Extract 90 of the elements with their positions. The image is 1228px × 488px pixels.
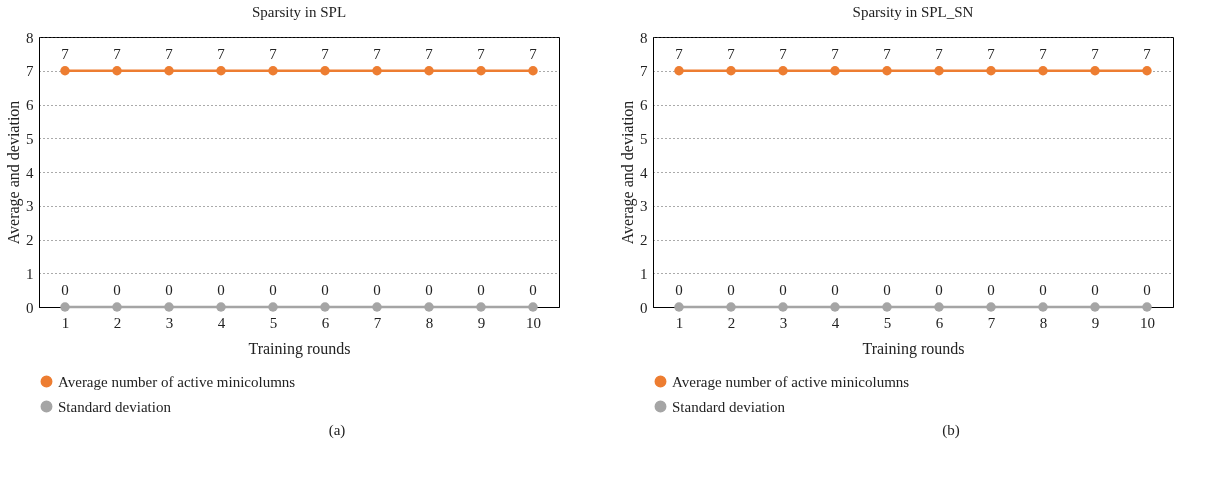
y-tick-label: 8	[640, 29, 648, 46]
text: (a)	[328, 422, 346, 439]
y-axis-title: Average and deviation	[5, 100, 23, 245]
data-label: 0	[935, 282, 943, 298]
data-label: 0	[779, 282, 787, 298]
data-label: 0	[373, 282, 381, 298]
x-tick-label: 3	[779, 314, 788, 331]
y-tick-label: 8	[26, 29, 34, 46]
y-tick-label: 0	[640, 299, 648, 316]
data-label: 7	[727, 45, 736, 62]
data-label: 0	[1091, 282, 1099, 298]
x-tick-label: 8	[425, 314, 434, 331]
x-tick-label: 4	[217, 314, 226, 331]
y-tick-label: 6	[26, 97, 34, 113]
data-label: 0	[831, 282, 839, 298]
data-label: 0	[269, 282, 277, 298]
x-tick-label: 5	[269, 314, 278, 331]
x-tick-label: 7	[987, 314, 996, 331]
data-label: 0	[61, 282, 69, 298]
x-tick-label: 6	[321, 314, 330, 331]
x-tick-label: 2	[727, 314, 736, 331]
data-label: 7	[1143, 45, 1152, 62]
y-tick-label: 4	[26, 164, 34, 181]
data-label: 0	[883, 282, 891, 298]
x-tick-label: 5	[883, 314, 892, 331]
legend-label: Standard deviation	[672, 398, 786, 415]
x-axis-title: Training rounds	[248, 339, 351, 358]
data-label: 7	[61, 45, 70, 62]
data-label: 7	[269, 45, 278, 62]
legend-label: Average number of active minicolumns	[672, 373, 910, 390]
data-label: 7	[321, 45, 330, 62]
x-tick-label: 1	[675, 314, 684, 331]
data-label: 7	[165, 45, 174, 62]
y-tick-label: 3	[26, 198, 34, 215]
legend-label: Average number of active minicolumns	[58, 373, 296, 390]
data-label: 7	[831, 45, 840, 62]
legend-label: Standard deviation	[58, 398, 172, 415]
x-tick-label: 7	[373, 314, 382, 331]
y-tick-label: 1	[26, 265, 34, 282]
data-label: 0	[675, 282, 683, 298]
y-tick-label: 5	[640, 130, 648, 147]
data-label: 7	[883, 45, 892, 62]
data-label: 0	[165, 282, 173, 298]
data-label: 0	[1143, 282, 1151, 298]
chart-title: Sparsity in SPL	[251, 4, 347, 20]
data-label: 7	[529, 45, 538, 62]
y-tick-label: 3	[640, 198, 648, 215]
data-label: 0	[727, 282, 735, 298]
y-tick-label: 1	[640, 265, 648, 282]
data-label: 7	[987, 45, 996, 62]
y-tick-label: 2	[640, 232, 648, 248]
data-label: 0	[113, 282, 121, 298]
y-tick-label: 0	[26, 299, 34, 316]
text: (b)	[942, 422, 960, 439]
data-label: 7	[675, 45, 684, 62]
data-label: 7	[1039, 45, 1048, 62]
x-tick-label: 10	[526, 314, 541, 331]
x-tick-label: 6	[935, 314, 944, 331]
x-tick-label: 2	[113, 314, 122, 331]
y-tick-label: 7	[26, 63, 34, 80]
x-tick-label: 1	[61, 314, 70, 331]
data-label: 7	[373, 45, 382, 62]
data-label: 0	[987, 282, 995, 298]
chart-title: Sparsity in SPL_SN	[852, 4, 974, 20]
y-tick-label: 5	[26, 130, 34, 147]
x-tick-label: 3	[165, 314, 174, 331]
data-label: 7	[217, 45, 226, 62]
data-label: 7	[779, 45, 788, 62]
data-label: 7	[477, 45, 486, 62]
data-label: 0	[1039, 282, 1047, 298]
y-tick-label: 7	[640, 63, 648, 80]
x-tick-label: 8	[1039, 314, 1048, 331]
data-label: 0	[425, 282, 433, 298]
data-label: 0	[477, 282, 485, 298]
x-tick-label: 9	[1091, 314, 1100, 331]
y-tick-label: 4	[640, 164, 648, 181]
data-label: 7	[1091, 45, 1100, 62]
data-label: 7	[425, 45, 434, 62]
data-label: 7	[113, 45, 122, 62]
x-tick-label: 10	[1140, 314, 1155, 331]
data-label: 0	[321, 282, 329, 298]
y-tick-label: 6	[640, 97, 648, 113]
x-tick-label: 4	[831, 314, 840, 331]
data-label: 0	[529, 282, 537, 298]
y-axis-title: Average and deviation	[619, 100, 637, 245]
data-label: 7	[935, 45, 944, 62]
x-tick-label: 9	[477, 314, 486, 331]
x-axis-title: Training rounds	[862, 339, 965, 358]
data-label: 0	[217, 282, 225, 298]
y-tick-label: 2	[26, 232, 34, 248]
